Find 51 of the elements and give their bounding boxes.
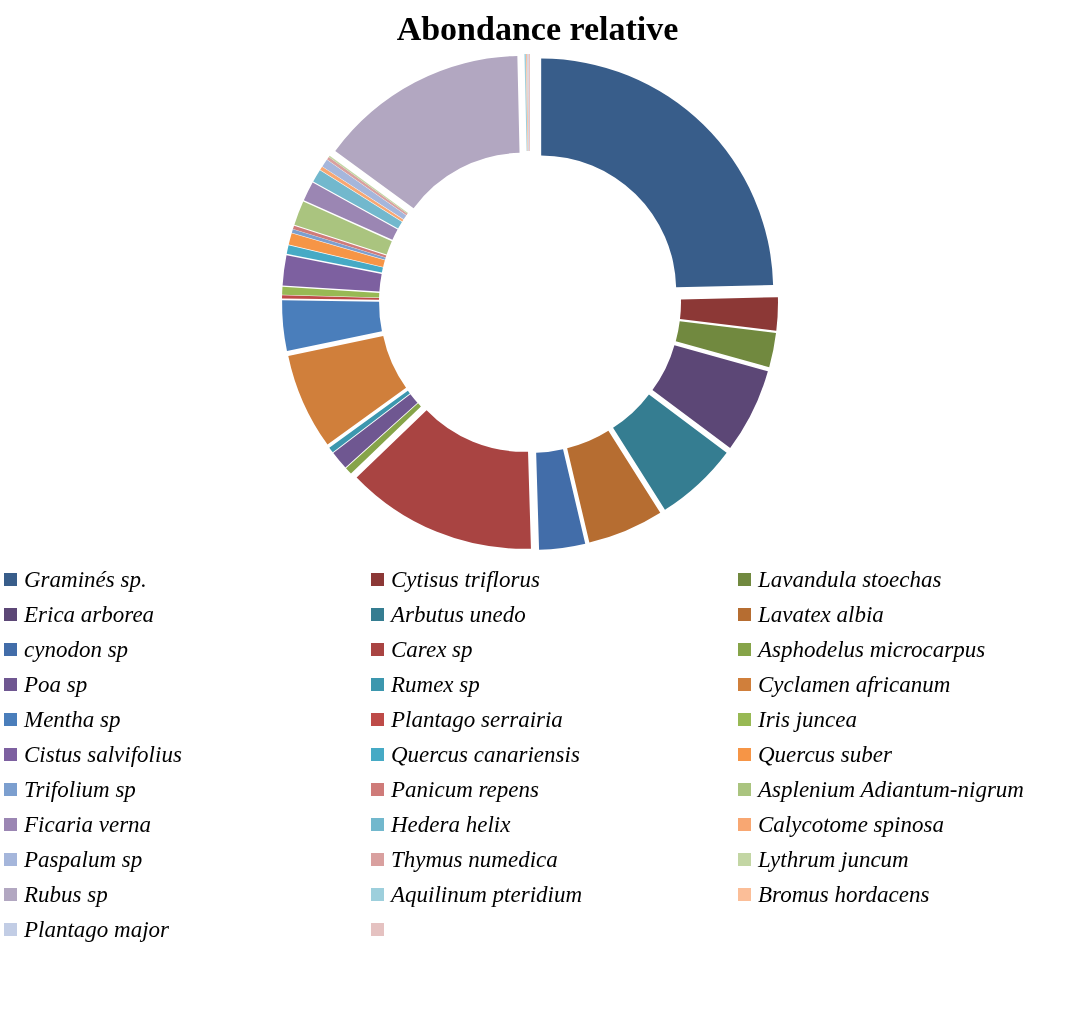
legend-label: Erica arborea	[24, 601, 155, 628]
chart-title: Abondance relative	[395, 9, 680, 49]
legend-label: Plantago serrairia	[391, 706, 563, 733]
donut-slice	[652, 345, 768, 448]
legend-label: Bromus hordacens	[758, 881, 930, 908]
donut-slice	[282, 300, 382, 352]
legend-label: Hedera helix	[391, 811, 511, 838]
donut-slice	[613, 394, 727, 510]
donut-slice	[282, 295, 380, 300]
legend-label: Lavatex albia	[758, 601, 884, 628]
legend-label: Rumex sp	[391, 671, 480, 698]
donut-slice	[286, 245, 383, 273]
legend-label: Graminés sp.	[24, 566, 147, 593]
legend-label: Asplenium Adiantum-nigrum	[758, 776, 1024, 803]
legend-label: Panicum repens	[391, 776, 539, 803]
legend-label: Quercus canariensis	[391, 741, 580, 768]
legend-label: Cistus salvifolius	[24, 741, 182, 768]
legend-label: Iris juncea	[758, 706, 858, 733]
donut-slice	[536, 449, 586, 550]
legend-label: Arbutus unedo	[391, 601, 526, 628]
legend-label: Trifolium sp	[24, 776, 136, 803]
donut-slice	[346, 403, 421, 474]
donut-slice	[282, 255, 382, 292]
donut-slice	[294, 201, 392, 255]
legend-label: Aquilinum pteridium	[391, 881, 583, 908]
legend-label: Cytisus triflorus	[391, 566, 540, 593]
legend-label: Rubus sp	[24, 881, 108, 908]
donut-slice	[313, 170, 402, 229]
donut-slice	[329, 390, 410, 453]
legend-label: Carex sp	[391, 636, 473, 663]
legend-label: Paspalum sp	[24, 846, 143, 873]
legend-label: Thymus numedica	[391, 846, 558, 873]
donut-slice	[675, 321, 777, 368]
legend-label: Plantago major	[24, 916, 170, 943]
legend-label: Lavandula stoechas	[758, 566, 942, 593]
donut-slice	[567, 430, 661, 543]
legend-label: Ficaria verna	[24, 811, 152, 838]
legend-label: Mentha sp	[24, 706, 121, 733]
donut-slice	[303, 182, 398, 240]
legend-label: Asphodelus microcarpus	[758, 636, 986, 663]
legend-label: cynodon sp	[24, 636, 129, 663]
donut-slice	[680, 297, 778, 331]
donut-slice	[333, 394, 418, 468]
donut-slice	[282, 286, 380, 298]
legend-label: Cyclamen africanum	[758, 671, 951, 698]
legend-label: Lythrum juncum	[758, 846, 909, 873]
donut-slice	[288, 233, 385, 267]
legend-label: Calycotome spinosa	[758, 811, 944, 838]
donut-slice	[320, 166, 404, 222]
legend-label: Poa sp	[24, 671, 88, 698]
legend-label: Quercus suber	[758, 741, 892, 768]
